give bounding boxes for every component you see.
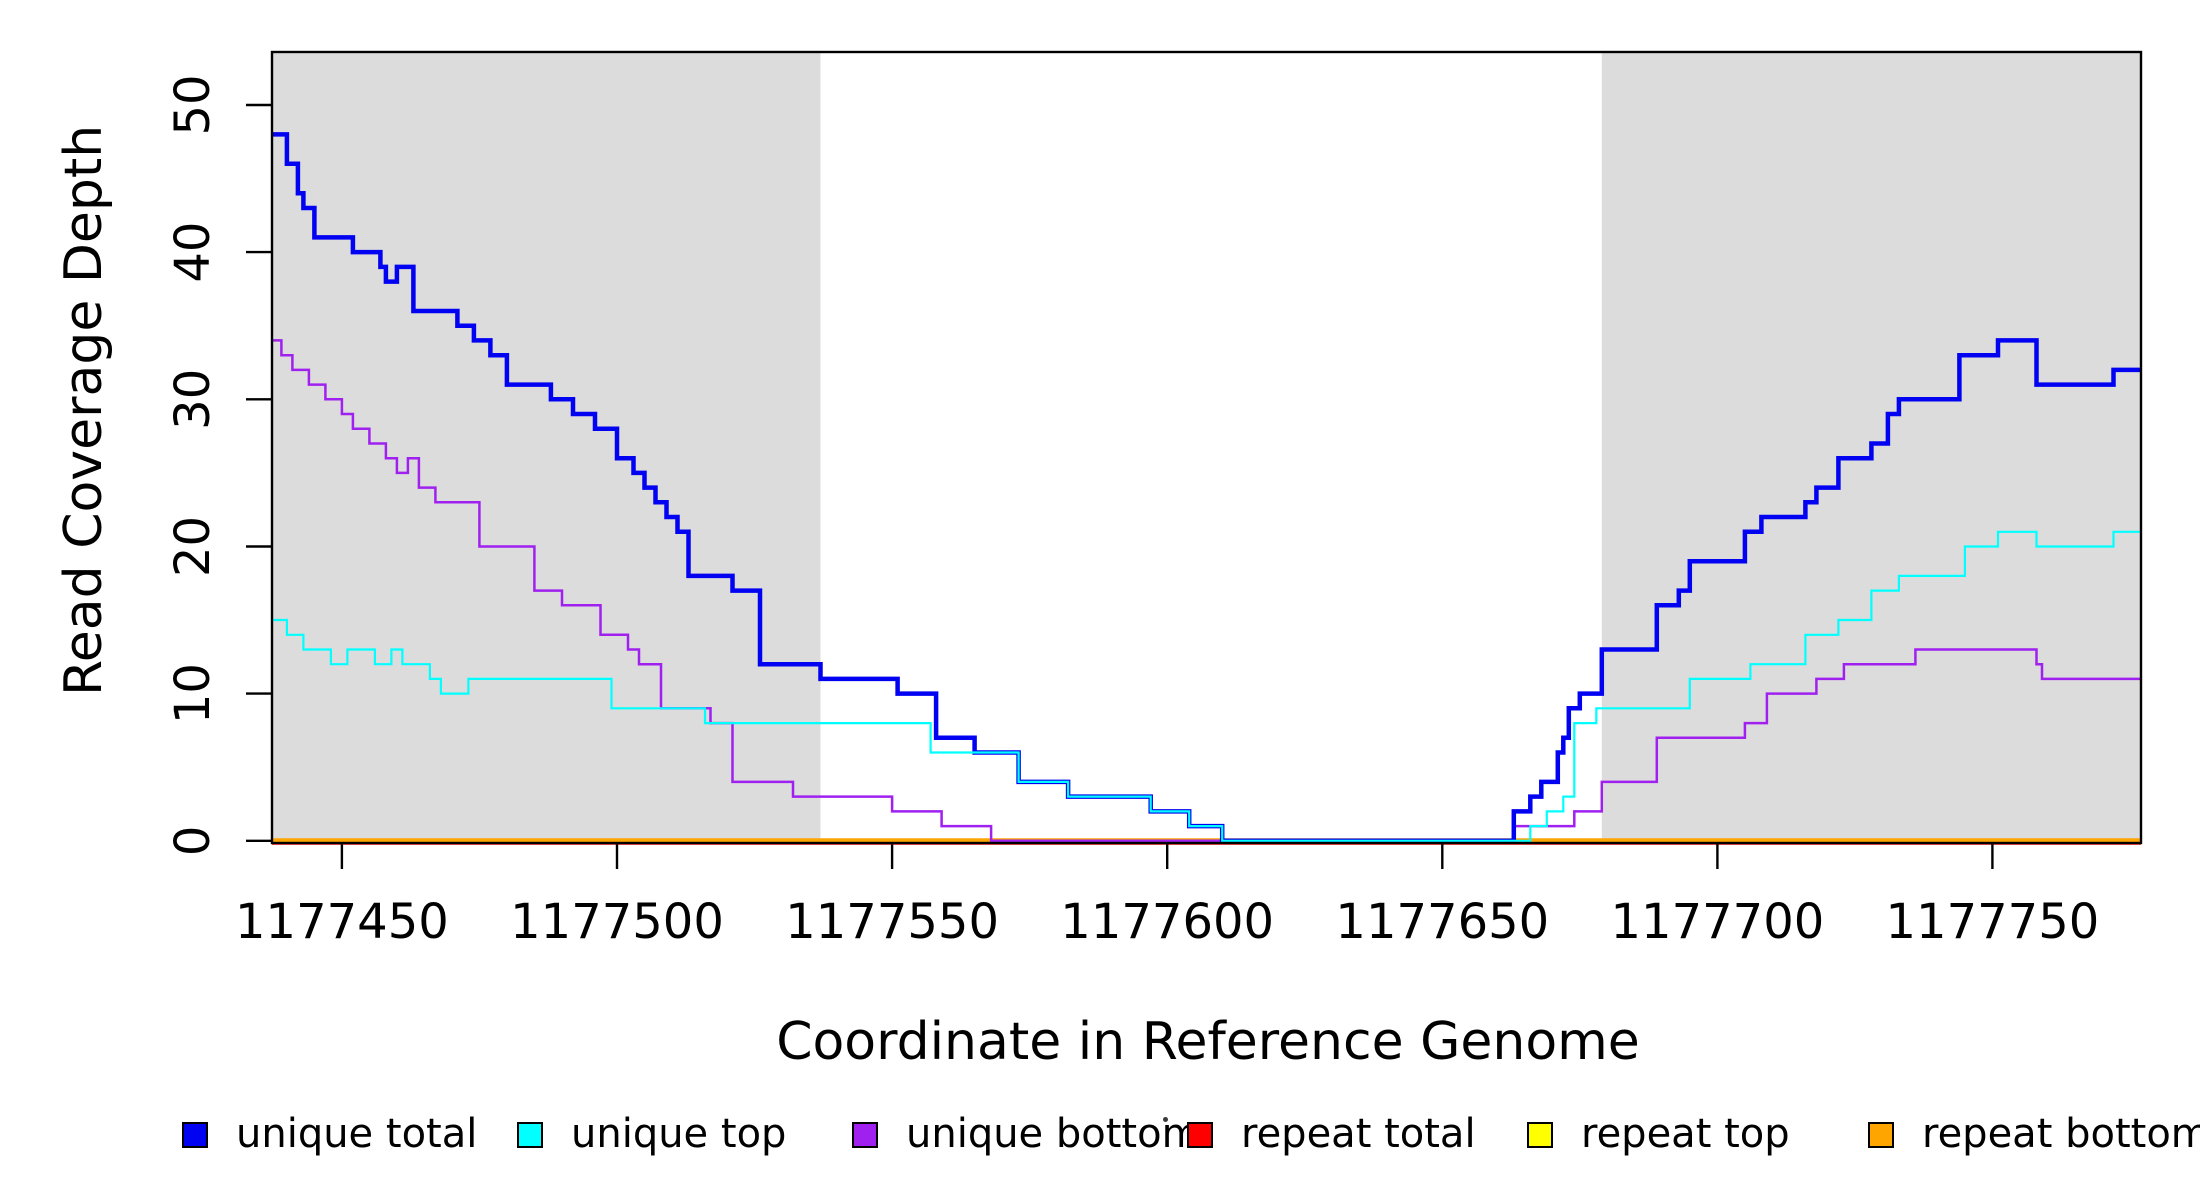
legend-item-repeat-bottom: repeat bottom (1868, 1111, 2200, 1157)
series-line-unique-top (272, 530, 2141, 842)
legend-label-unique-total: unique total (236, 1111, 478, 1157)
legend-item-unique-bottom: unique bottom (852, 1111, 1201, 1157)
legend-label-unique-bottom: unique bottom (906, 1111, 1201, 1157)
y-tick-label-20: 20 (165, 516, 221, 577)
legend-item-repeat-total: repeat total (1187, 1111, 1476, 1157)
x-axis-title: Coordinate in Reference Genome (776, 1012, 1640, 1072)
x-tick-label-1177700: 1177700 (1611, 894, 1825, 950)
legend-label-repeat-top: repeat top (1581, 1111, 1790, 1157)
x-tick-label-1177600: 1177600 (1060, 894, 1274, 950)
legend-swatch-unique-total (182, 1121, 208, 1148)
series-line-unique-bottom (272, 339, 2141, 843)
legend-label-unique-top: unique top (571, 1111, 787, 1157)
legend-swatch-repeat-top (1527, 1121, 1553, 1148)
y-tick-label-10: 10 (165, 663, 221, 724)
legend-item-unique-total: unique total (182, 1111, 478, 1157)
y-tick-label-0: 0 (165, 826, 221, 857)
x-tick-label-1177450: 1177450 (235, 894, 449, 950)
x-tick-label-1177650: 1177650 (1335, 894, 1549, 950)
legend-item-unique-top: unique top (517, 1111, 787, 1157)
x-tick-label-1177750: 1177750 (1886, 894, 2100, 950)
y-tick-label-30: 30 (165, 369, 221, 430)
x-tick-label-1177500: 1177500 (510, 894, 724, 950)
shaded-region-1 (272, 53, 821, 842)
legend-stray-dot (1163, 1117, 1168, 1122)
legend-item-repeat-top: repeat top (1527, 1111, 1790, 1157)
plot-box (270, 50, 2143, 845)
y-tick-label-40: 40 (165, 222, 221, 283)
y-axis-title: Read Coverage Depth (54, 124, 114, 696)
series-line-unique-total (272, 132, 2141, 844)
x-tick-label-1177550: 1177550 (785, 894, 999, 950)
legend-swatch-unique-bottom (852, 1121, 878, 1148)
legend-label-repeat-bottom: repeat bottom (1922, 1111, 2200, 1157)
legend-swatch-unique-top (517, 1121, 543, 1148)
legend-swatch-repeat-total (1187, 1121, 1213, 1148)
y-tick-label-50: 50 (165, 74, 221, 135)
legend-swatch-repeat-bottom (1868, 1121, 1894, 1148)
legend-label-repeat-total: repeat total (1241, 1111, 1476, 1157)
